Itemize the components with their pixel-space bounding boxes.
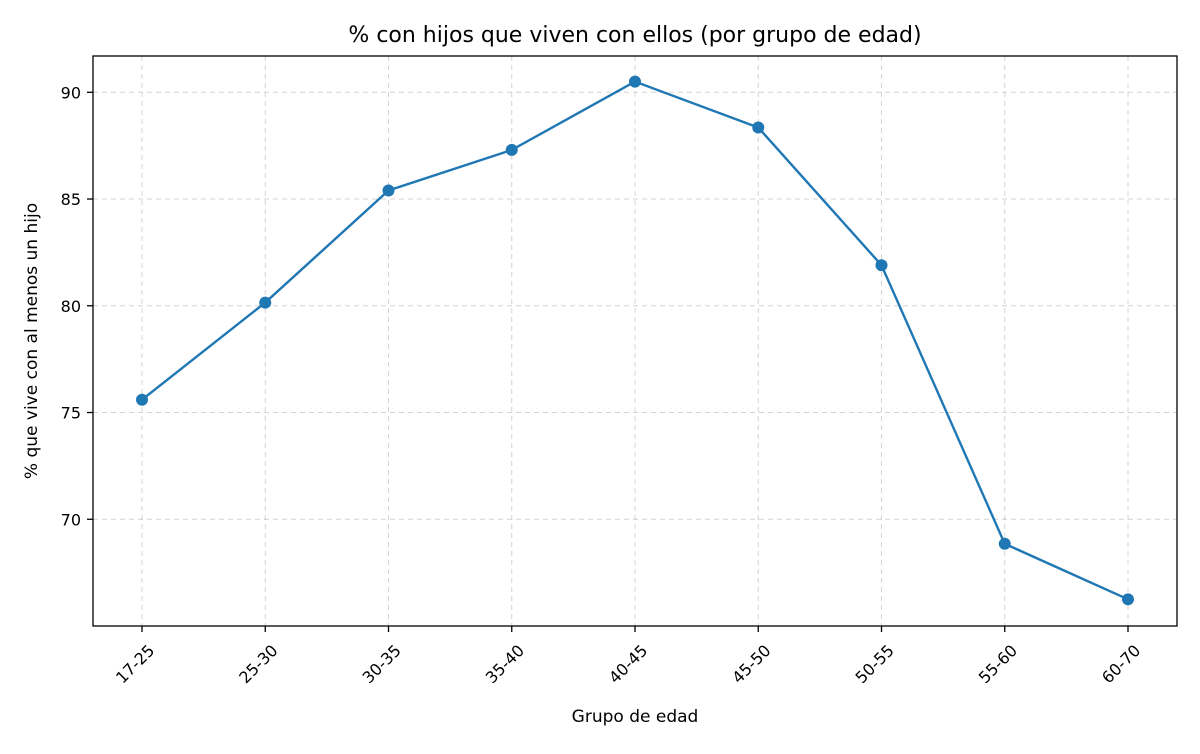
x-tick-label: 30-35 — [358, 641, 404, 687]
x-tick-label: 35-40 — [482, 641, 528, 687]
data-point — [629, 75, 641, 88]
data-point — [752, 121, 765, 134]
y-tick-label: 75 — [61, 404, 81, 423]
y-tick-label: 90 — [61, 83, 81, 102]
x-tick-label: 50-55 — [851, 641, 897, 687]
axes: 70 75 80 85 90 17-25 25-30 30-35 35-40 40-45 45-50… — [61, 83, 1145, 687]
data-point — [505, 143, 518, 156]
data-point — [136, 393, 148, 406]
x-tick-label: 45-50 — [728, 641, 774, 687]
series-layer — [136, 75, 1134, 606]
y-tick-label: 70 — [61, 510, 81, 529]
x-tick-label: 60-70 — [1098, 641, 1144, 687]
x-axis-label: Grupo de edad — [572, 707, 699, 727]
x-tick-label: 55-60 — [975, 641, 1021, 687]
data-point — [382, 184, 395, 197]
data-point — [998, 537, 1011, 550]
x-tick-label: 17-25 — [112, 641, 158, 687]
x-tick-label: 25-30 — [235, 641, 281, 687]
y-tick-label: 85 — [61, 190, 81, 209]
x-tick-label: 40-45 — [605, 641, 651, 687]
data-point — [259, 296, 272, 309]
y-axis-label: % que vive con al menos un hijo — [22, 203, 42, 479]
data-point — [875, 259, 888, 272]
y-tick-label: 80 — [61, 297, 81, 316]
grid-lines — [93, 56, 1177, 626]
data-point — [1122, 593, 1134, 606]
chart-title: % con hijos que viven con ellos (por gru… — [348, 23, 921, 48]
